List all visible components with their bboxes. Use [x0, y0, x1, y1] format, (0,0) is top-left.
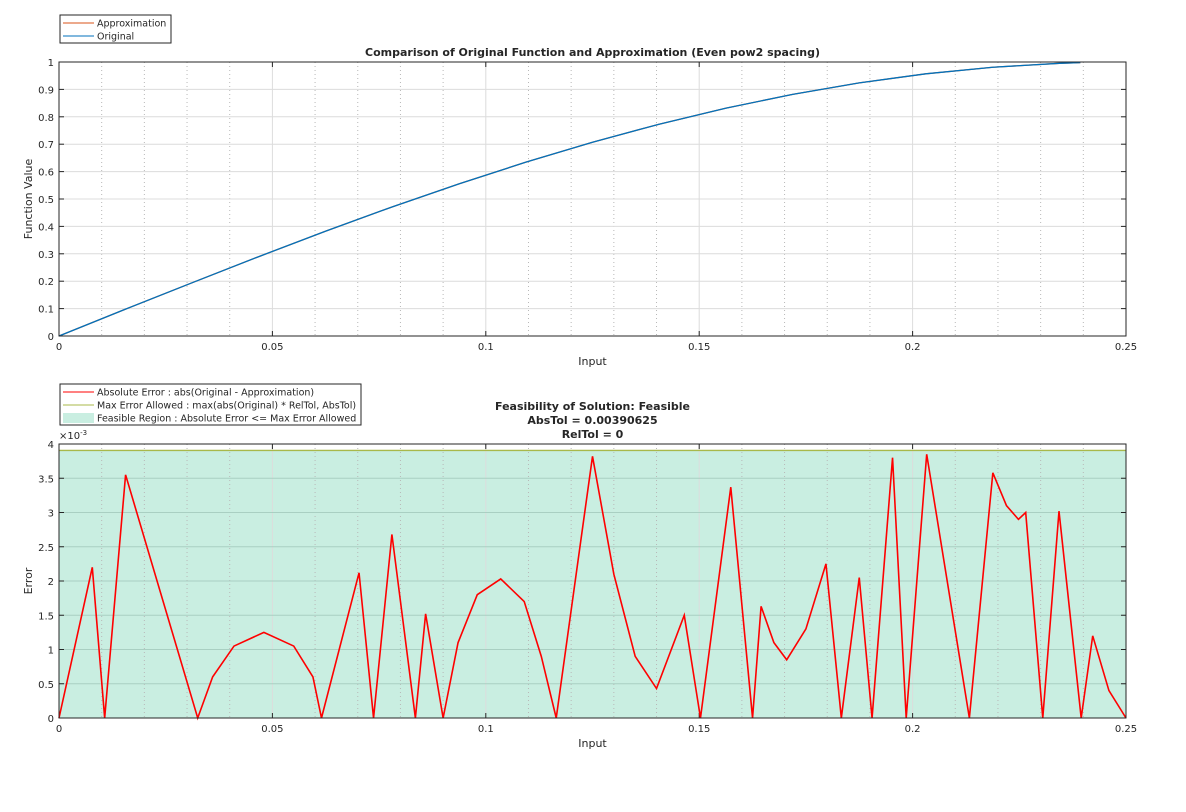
legend-patch — [63, 413, 94, 423]
x-tick-label: 0.05 — [261, 342, 283, 353]
series-line-1 — [58, 62, 1081, 337]
x-tick-label: 0.25 — [1115, 724, 1137, 735]
y-tick-label: 0.1 — [38, 305, 54, 316]
y-tick-label: 0.5 — [38, 195, 54, 206]
y-tick-label: 0.8 — [38, 113, 54, 124]
chart-title: RelTol = 0 — [562, 428, 624, 441]
legend-item: Max Error Allowed : max(abs(Original) * … — [97, 401, 356, 412]
y-tick-label: 1 — [48, 646, 54, 657]
series-line-0 — [58, 454, 1127, 721]
y-tick-label: 4 — [48, 440, 54, 451]
legend-item: Feasible Region : Absolute Error <= Max … — [97, 414, 356, 425]
y-tick-label: 0.2 — [38, 277, 54, 288]
y-tick-label: 0.9 — [38, 85, 54, 96]
legend-box — [59, 383, 362, 426]
feasible-region — [59, 450, 1126, 718]
y-tick-label: 0.3 — [38, 250, 54, 261]
x-tick-label: 0.1 — [478, 724, 494, 735]
axes-box — [58, 61, 1127, 337]
legend-box — [59, 14, 172, 44]
y-tick-label: 0.6 — [38, 168, 54, 179]
legend-item: Approximation — [97, 19, 166, 30]
x-tick-label: 0.05 — [261, 724, 283, 735]
y-tick-label: 0 — [48, 332, 54, 343]
exponent: -3 — [80, 429, 87, 437]
x-tick-label: 0.2 — [905, 342, 921, 353]
axes-box — [58, 443, 1127, 719]
x-tick-label: 0 — [56, 724, 62, 735]
x-tick-label: 0.15 — [688, 342, 710, 353]
legend-item: Original — [97, 32, 134, 43]
x-tick-label: 0.1 — [478, 342, 494, 353]
legend: Approximation Original — [59, 14, 172, 44]
chart-title: AbsTol = 0.00390625 — [527, 414, 657, 427]
legend-item: Absolute Error : abs(Original - Approxim… — [97, 388, 314, 399]
y-tick-label: 2.5 — [38, 543, 54, 554]
y-tick-label: 0 — [48, 714, 54, 725]
y-tick-label: 0.5 — [38, 680, 54, 691]
y-tick-label: 3.5 — [38, 474, 54, 485]
chart-0: 0 0.05 0.1 0.15 0.2 0.25 0 0.1 0.2 0.3 0.4 0.5 0.6 0.… — [22, 14, 1137, 368]
chart-1: 0 0.05 0.1 0.15 0.2 0.25 0 0.5 1 1.5 2 2.5 3 3.5 4 Inpu… — [22, 383, 1137, 750]
y-tick-label: 2 — [48, 577, 54, 588]
legend: Absolute Error : abs(Original - Approxim… — [59, 383, 362, 426]
exponent-label: ×10-3 — [59, 429, 87, 442]
x-tick-label: 0.25 — [1115, 342, 1137, 353]
x-tick-label: 0 — [56, 342, 62, 353]
chart-title: Feasibility of Solution: Feasible — [495, 400, 690, 413]
y-axis-label: Error — [22, 567, 35, 594]
y-tick-label: 3 — [48, 509, 54, 520]
y-tick-label: 0.7 — [38, 140, 54, 151]
y-tick-label: 1 — [48, 58, 54, 69]
x-tick-label: 0.15 — [688, 724, 710, 735]
chart-title: Comparison of Original Function and Appr… — [365, 46, 820, 59]
x-tick-label: 0.2 — [905, 724, 921, 735]
y-tick-label: 0.4 — [38, 222, 54, 233]
y-axis-label: Function Value — [22, 159, 35, 240]
x-axis-label: Input — [578, 355, 607, 368]
x-axis-label: Input — [578, 737, 607, 750]
y-tick-label: 1.5 — [38, 611, 54, 622]
